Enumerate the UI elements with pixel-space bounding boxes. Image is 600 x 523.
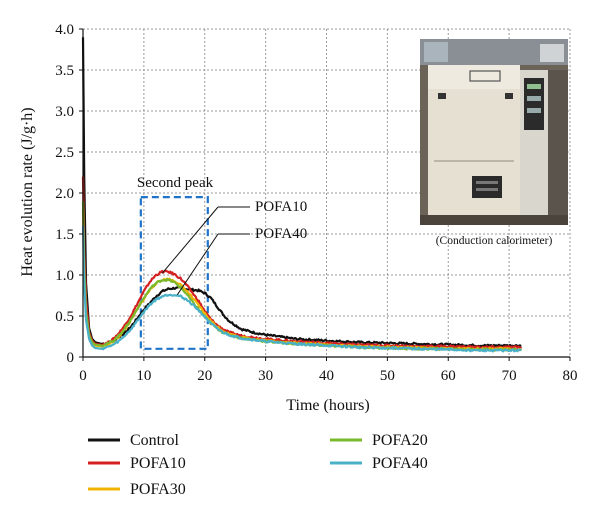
x-tick-label: 20 bbox=[197, 368, 212, 384]
pofa40-leader-line bbox=[176, 233, 219, 295]
x-tick-label: 0 bbox=[79, 368, 87, 384]
y-tick-label: 3.5 bbox=[55, 63, 74, 79]
legend-label-control: Control bbox=[130, 432, 179, 449]
series-line-pofa40 bbox=[81, 225, 522, 353]
x-tick-label: 60 bbox=[441, 368, 456, 384]
series-line-pofa10 bbox=[81, 176, 523, 350]
y-tick-label: 3.0 bbox=[55, 104, 74, 120]
series-line-control bbox=[81, 37, 522, 348]
second-peak-label: Second peak bbox=[137, 175, 214, 191]
x-tick-label: 70 bbox=[502, 368, 517, 384]
second-peak-box-group bbox=[139, 196, 209, 350]
y-tick-label: 0.5 bbox=[55, 309, 74, 325]
legend-label-pofa30: POFA30 bbox=[130, 481, 186, 498]
legend-label-pofa40: POFA40 bbox=[372, 455, 428, 472]
y-tick-label: 1.0 bbox=[55, 268, 74, 284]
x-tick-label: 10 bbox=[136, 368, 151, 384]
y-tick-label: 2.5 bbox=[55, 145, 74, 161]
y-tick-label: 0 bbox=[67, 350, 75, 366]
legend-label-pofa10: POFA10 bbox=[130, 455, 186, 472]
x-tick-label: 50 bbox=[380, 368, 395, 384]
x-axis-title: Time (hours) bbox=[286, 397, 369, 414]
x-tick-label: 30 bbox=[258, 368, 273, 384]
y-tick-label: 4.0 bbox=[55, 22, 74, 38]
y-tick-label: 1.5 bbox=[55, 227, 74, 243]
second-peak-box bbox=[139, 196, 209, 350]
inset-caption: (Conduction calorimeter) bbox=[436, 235, 553, 247]
pofa10-leader-line bbox=[161, 206, 219, 274]
legend-label-pofa20: POFA20 bbox=[372, 432, 428, 449]
y-tick-label: 2.0 bbox=[55, 186, 74, 202]
pofa10-annotation-label: POFA10 bbox=[255, 199, 307, 215]
calorimeter-photo bbox=[420, 39, 568, 225]
x-tick-label: 40 bbox=[319, 368, 334, 384]
pofa40-annotation-label: POFA40 bbox=[255, 226, 307, 242]
legend: Control POFA10 POFA30 POFA20 POFA40 bbox=[88, 432, 428, 498]
annotation-leader-lines bbox=[161, 206, 250, 295]
series-group bbox=[81, 37, 523, 353]
tick-labels: 0 10 20 30 40 50 60 70 80 0 0.5 1.0 1.5 2.0 2.5 3.0 3.5 4… bbox=[55, 22, 577, 384]
x-tick-label: 80 bbox=[563, 368, 578, 384]
y-axis-title: Heat evolution rate (J/g·h) bbox=[19, 107, 36, 276]
